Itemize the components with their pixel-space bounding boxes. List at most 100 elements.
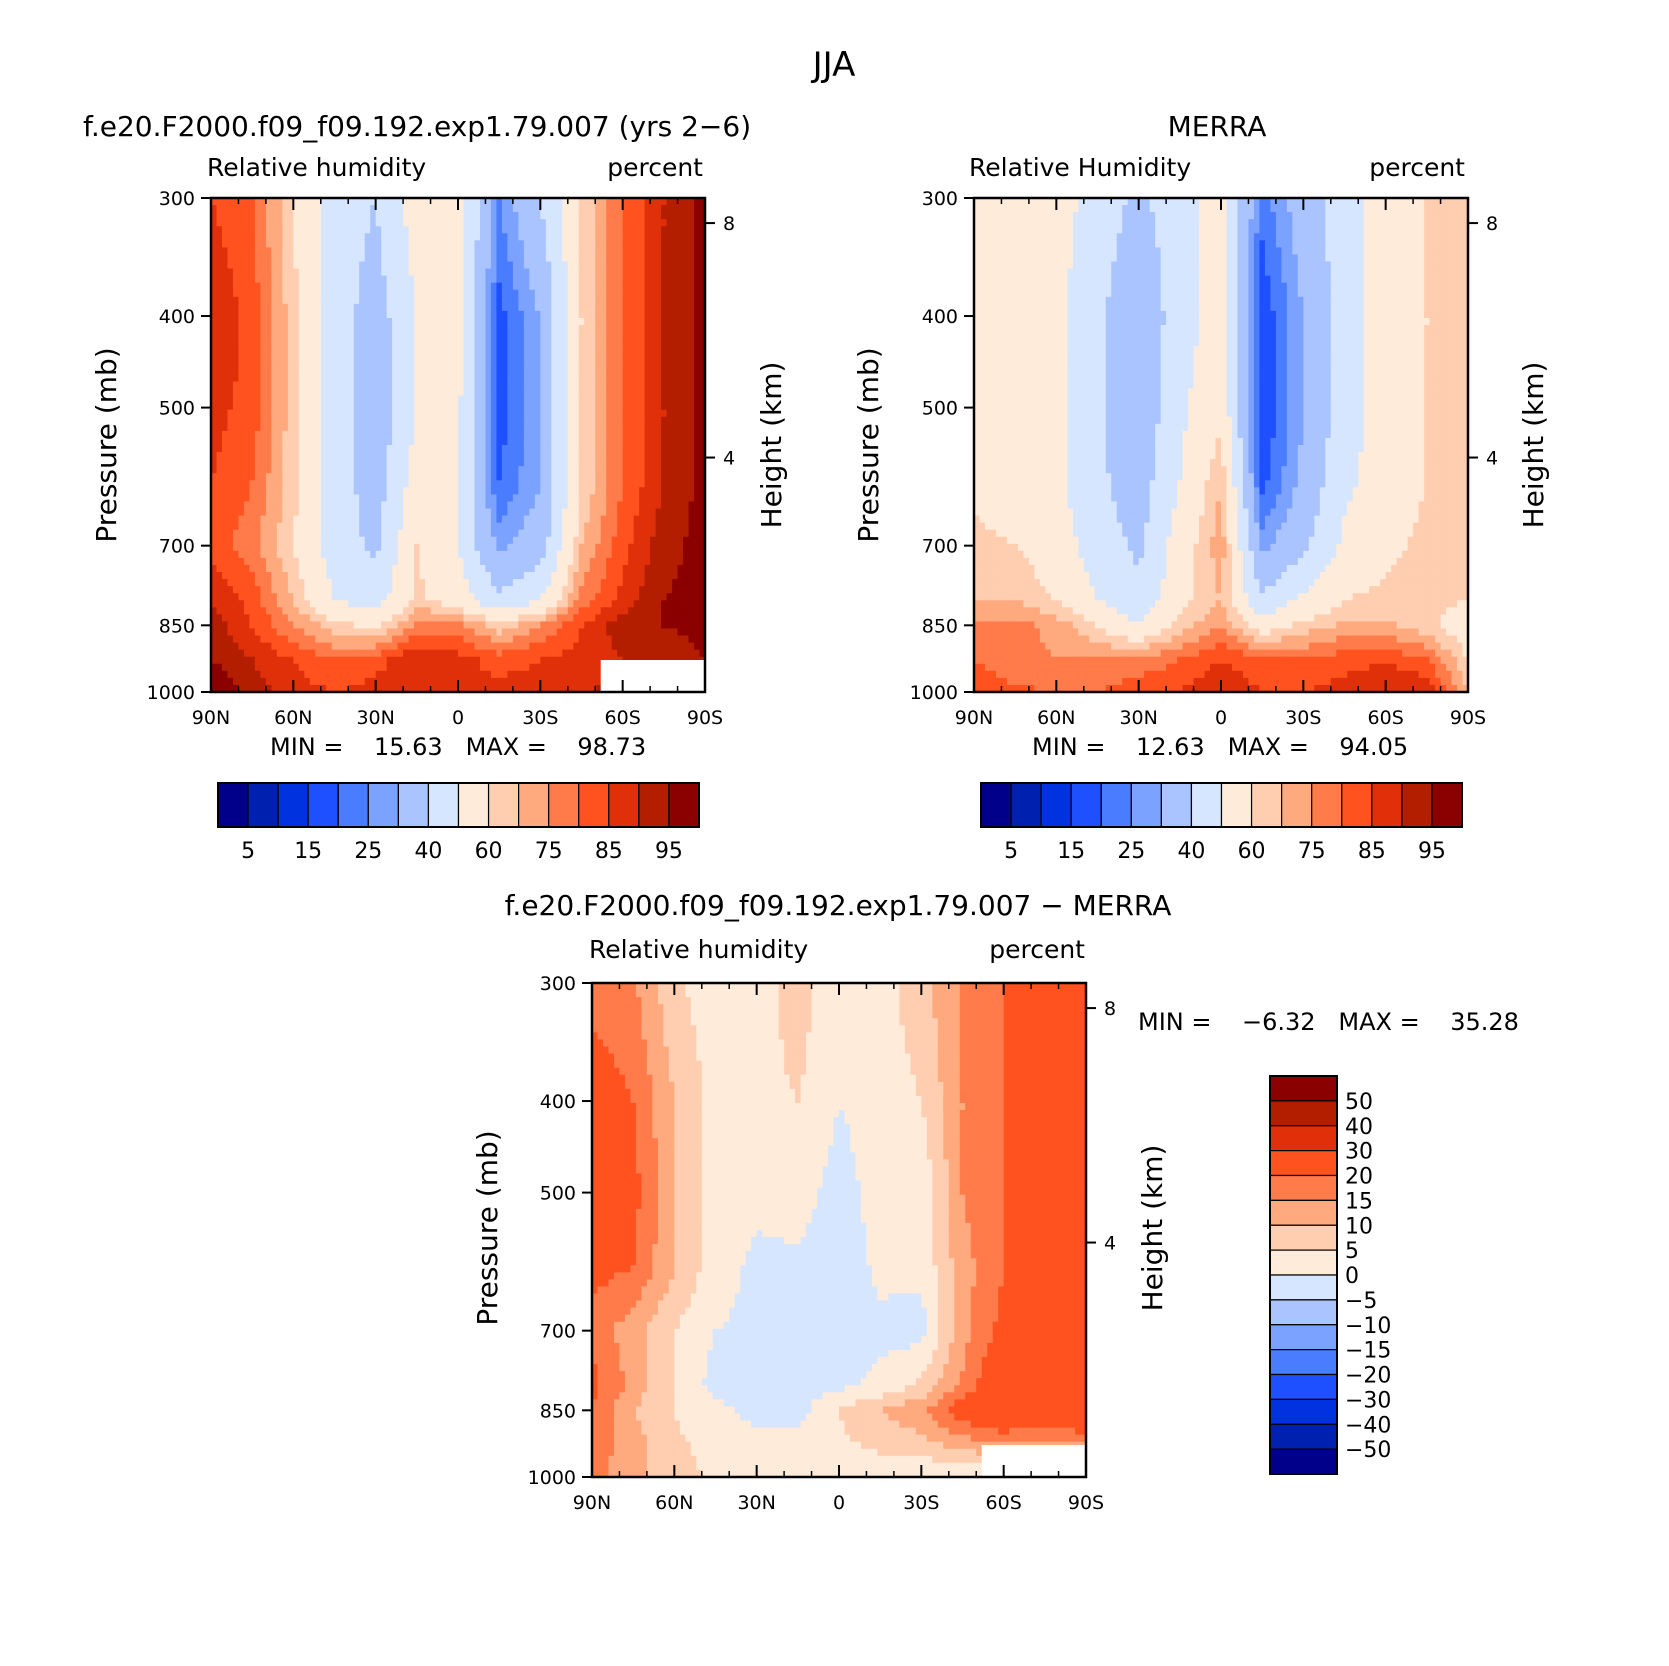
contour-cell — [315, 374, 322, 383]
contour-cell — [485, 579, 492, 587]
contour-cell — [661, 332, 668, 340]
contour-cell — [694, 550, 701, 559]
contour-cell — [348, 550, 355, 559]
contour-cell — [425, 416, 432, 425]
contour-cell — [578, 543, 585, 552]
contour-cell — [540, 381, 547, 390]
contour-cell — [337, 240, 344, 248]
contour-cell — [232, 381, 240, 390]
contour-cell — [293, 339, 300, 347]
contour-cell — [463, 367, 470, 376]
contour-cell — [304, 205, 311, 213]
contour-cell — [501, 275, 508, 284]
contour-cell — [556, 261, 563, 270]
contour-cell — [628, 268, 635, 277]
contour-cell — [518, 339, 525, 347]
contour-cell — [600, 543, 607, 552]
contour-cell — [447, 282, 454, 291]
contour-cell — [287, 374, 294, 383]
contour-cell — [551, 543, 558, 552]
contour-cell — [699, 367, 706, 376]
contour-cell — [661, 212, 668, 220]
contour-cell — [600, 388, 607, 397]
contour-cell — [589, 360, 596, 368]
contour-cell — [282, 325, 289, 333]
contour-cell — [534, 557, 541, 566]
contour-cell — [540, 459, 547, 467]
contour-cell — [644, 317, 651, 326]
contour-cell — [375, 247, 382, 256]
contour-cell — [232, 367, 240, 376]
contour-cell — [386, 310, 393, 319]
contour-cell — [287, 437, 294, 446]
contour-cell — [490, 409, 498, 418]
contour-cell — [699, 487, 706, 495]
contour-cell — [403, 374, 410, 383]
contour-cell — [232, 268, 240, 277]
contour-cell — [501, 459, 508, 467]
contour-cell — [534, 416, 541, 425]
contour-cell — [304, 254, 311, 263]
contour-cell — [694, 353, 701, 361]
contour-cell — [688, 317, 695, 326]
contour-cell — [353, 445, 360, 453]
contour-cell — [309, 247, 316, 256]
contour-cell — [364, 381, 371, 390]
contour-cell — [238, 254, 245, 263]
contour-cell — [556, 459, 563, 467]
contour-cell — [479, 494, 487, 503]
contour-cell — [216, 233, 223, 241]
contour-cell — [287, 508, 294, 517]
contour-cell — [485, 501, 492, 510]
contour-cell — [479, 515, 487, 524]
contour-cell — [529, 395, 536, 404]
contour-cell — [331, 353, 338, 361]
contour-cell — [458, 360, 465, 368]
contour-cell — [672, 374, 679, 383]
contour-cell — [419, 452, 426, 460]
contour-cell — [655, 268, 662, 277]
contour-cell — [353, 473, 360, 481]
contour-cell — [512, 409, 519, 418]
contour-cell — [540, 374, 547, 383]
contour-cell — [238, 395, 245, 404]
contour-cell — [403, 473, 410, 481]
contour-cell — [326, 198, 333, 206]
contour-cell — [243, 353, 251, 361]
contour-cell — [342, 536, 349, 545]
contour-cell — [639, 219, 646, 227]
contour-cell — [479, 501, 487, 510]
contour-cell — [447, 459, 454, 467]
contour-cell — [282, 473, 289, 481]
contour-cell — [507, 247, 514, 256]
contour-cell — [501, 240, 508, 248]
contour-cell — [282, 233, 289, 241]
contour-cell — [397, 289, 404, 298]
contour-cell — [567, 543, 574, 552]
contour-cell — [595, 360, 602, 368]
contour-cell — [337, 522, 344, 531]
contour-cell — [666, 487, 673, 495]
contour-cell — [403, 557, 410, 566]
contour-cell — [485, 233, 492, 241]
contour-cell — [326, 339, 333, 347]
contour-cell — [315, 416, 322, 425]
contour-cell — [677, 557, 684, 566]
contour-cell — [337, 247, 344, 256]
contour-cell — [282, 395, 289, 404]
contour-cell — [397, 494, 404, 503]
contour-cell — [359, 473, 366, 481]
contour-cell — [337, 430, 344, 439]
contour-cell — [655, 445, 662, 453]
contour-cell — [589, 430, 596, 439]
contour-cell — [600, 473, 607, 481]
contour-cell — [485, 459, 492, 467]
contour-cell — [243, 374, 251, 383]
contour-cell — [414, 247, 421, 256]
contour-cell — [490, 416, 498, 425]
contour-cell — [271, 445, 278, 453]
contour-cell — [298, 325, 305, 333]
contour-cell — [326, 226, 333, 234]
contour-cell — [282, 289, 289, 298]
contour-cell — [227, 367, 234, 376]
